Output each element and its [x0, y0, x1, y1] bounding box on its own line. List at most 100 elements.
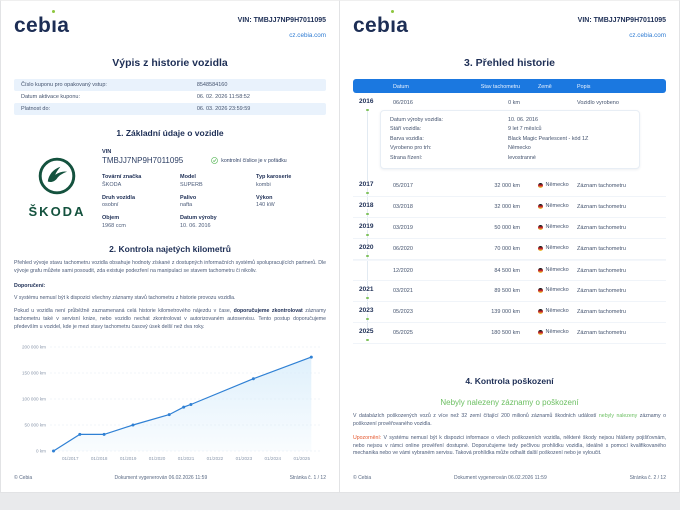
timeline-dot-icon [366, 108, 369, 112]
germany-flag-icon [538, 182, 543, 188]
warning-paragraph: Upozornění: V systému nemusí být k dispo… [353, 434, 666, 457]
history-odometer: 32 000 km [494, 204, 520, 211]
vehicle-field: Datum výroby 10. 06. 2016 [180, 215, 256, 229]
svg-text:50 000 km: 50 000 km [25, 422, 47, 427]
history-country: Německo [538, 267, 569, 273]
history-date: 05/2023 [393, 309, 413, 316]
history-date: 06/2016 [393, 100, 413, 106]
history-country: Německo [538, 224, 569, 230]
vin-header: VIN: TMBJJ7NP9H7011095 [577, 17, 666, 24]
vin-check-label: kontrolní číslice je v pořádku [221, 157, 287, 164]
history-date: 05/2017 [393, 183, 413, 190]
svg-text:01/2019: 01/2019 [120, 456, 137, 461]
history-date: 12/2020 [393, 268, 413, 275]
field-value: 1968 ccm [102, 222, 126, 229]
history-country: Německo [538, 329, 569, 335]
col-odometer: Stav tachometru [480, 83, 520, 90]
timeline-dot-icon [366, 317, 369, 321]
history-rows: 2016 06/2016 0 km Vozidlo vyrobeno Datum výr… [353, 93, 666, 345]
detail-label: Vyrobeno pro trh: [390, 145, 432, 152]
page-2: cebı a VIN: TMBJJ7NP9H7011095 cz.cebia.co… [340, 0, 680, 493]
detail-value: Německo [508, 145, 531, 152]
damage-paragraph: V databázích poškozených vozů z více než… [353, 413, 666, 428]
svg-text:200 000 km: 200 000 km [22, 344, 46, 349]
field-value: osobní [102, 202, 119, 208]
site-link[interactable]: cz.cebia.com [629, 32, 666, 39]
history-row: 2019 03/2019 50 000 km Německo Záznam tachom… [353, 218, 666, 240]
history-country: Německo [538, 203, 569, 209]
coupon-row: Číslo kuponu pro opakovaný vstup: 8548584… [14, 79, 326, 91]
germany-flag-icon [538, 203, 543, 209]
history-description: Záznam tachometru [577, 183, 626, 190]
history-description: Záznam tachometru [577, 246, 626, 253]
timeline-dot-icon [366, 212, 369, 216]
history-odometer: 84 500 km [494, 268, 520, 275]
vehicle-fields: VIN TMBJJ7NP9H7011095 kontrolní číslice … [100, 147, 326, 231]
section-title-mileage: 2. Kontrola najetých kilometrů [109, 244, 231, 254]
history-odometer: 180 500 km [491, 330, 520, 337]
history-description: Záznam tachometru [577, 225, 626, 232]
timeline-line [367, 109, 368, 337]
history-description: Vozidlo vyrobeno [577, 100, 619, 106]
col-country: Země [538, 83, 552, 90]
page1-footer: © Cebia Dokument vygenerován 06.02.2026 … [14, 475, 326, 481]
svg-text:150 000 km: 150 000 km [22, 370, 46, 375]
history-description: Záznam tachometru [577, 330, 626, 337]
svg-text:01/2022: 01/2022 [207, 456, 224, 461]
detail-row: Stáří vozidla: 9 let 7 měsíců [390, 125, 630, 134]
coupon-label: Číslo kuponu pro opakovaný vstup: [21, 82, 107, 88]
germany-flag-icon [538, 245, 543, 251]
history-country: Německo [538, 308, 569, 314]
history-row: 2025 05/2025 180 500 km Německo Záznam tacho… [353, 323, 666, 345]
history-year: 2025 [358, 328, 375, 336]
header-meta: VIN: TMBJJ7NP9H7011095 cz.cebia.com [578, 15, 666, 42]
vin-check: kontrolní číslice je v pořádku [211, 157, 287, 164]
field-label: Typ karoserie [256, 174, 292, 180]
detail-value: Black Magic Pearlescent - kód 1Z [508, 135, 589, 142]
history-odometer: 70 000 km [494, 246, 520, 253]
header-meta: VIN: TMBJJ7NP9H7011095 cz.cebia.com [238, 15, 326, 42]
section-title-damage: 4. Kontrola poškození [465, 376, 554, 387]
history-description: Záznam tachometru [577, 288, 626, 295]
history-odometer: 89 500 km [494, 288, 520, 295]
coupon-value: 8548584160 [196, 82, 228, 88]
svg-text:01/2018: 01/2018 [91, 456, 108, 461]
recommendation-label: Doporučení: [14, 282, 46, 289]
svg-text:01/2020: 01/2020 [149, 456, 166, 461]
site-link[interactable]: cz.cebia.com [289, 32, 326, 39]
cebia-logo: cebı a [353, 9, 408, 37]
report-spread: cebı a VIN: TMBJJ7NP9H7011095 cz.cebia.co… [0, 0, 680, 493]
history-odometer: 139 000 km [491, 309, 520, 316]
skoda-logo-text: ŠKODA [28, 204, 86, 219]
vehicle-field: Model SUPERB [180, 174, 256, 188]
field-label: Palivo [180, 194, 197, 201]
cebia-logo-text: cebı a [14, 9, 69, 37]
history-year: 2017 [358, 181, 375, 189]
svg-text:01/2024: 01/2024 [265, 456, 282, 461]
check-icon [211, 157, 219, 164]
history-date: 03/2021 [393, 288, 413, 295]
field-label: Datum výroby [180, 215, 217, 221]
history-country: Německo [538, 245, 569, 251]
history-year: 2021 [358, 286, 375, 294]
history-title: 3. Přehled historie [463, 57, 556, 69]
detail-row: Datum výroby vozidla: 10. 06. 2016 [390, 116, 630, 125]
history-row: 12/2020 84 500 km Německo Záznam tachometru [353, 260, 666, 282]
detail-row: Barva vozidla: Black Magic Pearlescent - … [390, 135, 630, 144]
svg-text:01/2025: 01/2025 [293, 456, 310, 461]
field-label: Druh vozidla [102, 194, 136, 201]
page1-header: cebı a VIN: TMBJJ7NP9H7011095 cz.cebia.co… [14, 1, 326, 42]
detail-label: Stáří vozidla: [390, 126, 422, 133]
skoda-logo-icon [38, 157, 76, 195]
logo-green-dot-icon [51, 9, 56, 14]
page2-header: cebı a VIN: TMBJJ7NP9H7011095 cz.cebia.co… [353, 1, 666, 42]
skoda-logo: ŠKODA [14, 147, 100, 231]
svg-text:01/2021: 01/2021 [178, 456, 195, 461]
footer-copyright: © Cebia [14, 475, 33, 481]
vehicle-field: Typ karoserie kombi [256, 174, 326, 188]
detail-label: Barva vozidla: [390, 135, 424, 142]
germany-flag-icon [538, 287, 543, 293]
section-title-basic-info: 1. Základní údaje o vozidle [116, 128, 224, 138]
col-date: Datum [393, 83, 409, 90]
col-description: Popis [577, 83, 591, 90]
